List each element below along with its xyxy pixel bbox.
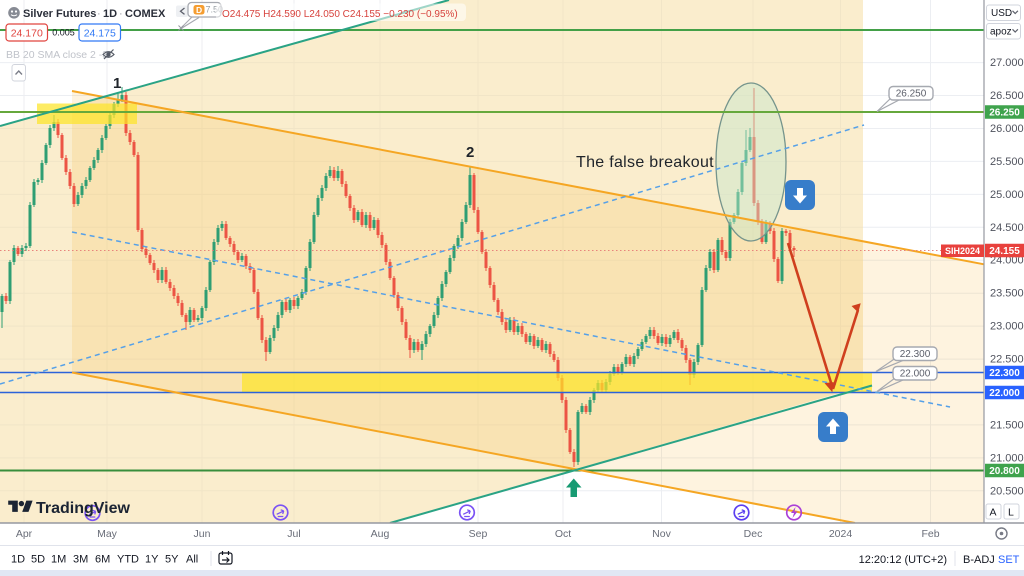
svg-text:TradingView: TradingView [36, 500, 131, 517]
svg-text:1: 1 [113, 75, 121, 92]
svg-text:L: L [1008, 507, 1014, 519]
svg-text:Oct: Oct [555, 528, 571, 540]
svg-text:Jun: Jun [194, 528, 211, 540]
svg-text:21.500: 21.500 [990, 419, 1024, 431]
svg-text:SET: SET [998, 554, 1020, 566]
svg-text:23.000: 23.000 [990, 321, 1024, 333]
svg-text:23.500: 23.500 [990, 288, 1024, 300]
svg-text:May: May [97, 528, 118, 540]
svg-text:SIH2024: SIH2024 [945, 246, 980, 256]
svg-text:BB 20 SMA close 2 -3: BB 20 SMA close 2 -3 [6, 49, 108, 61]
svg-text:·: · [97, 8, 101, 20]
svg-text:22.300: 22.300 [900, 349, 931, 360]
svg-text:The false breakout: The false breakout [576, 154, 714, 171]
svg-text:24.155: 24.155 [989, 246, 1020, 257]
svg-text:6M: 6M [95, 554, 110, 566]
svg-text:22.500: 22.500 [990, 354, 1024, 366]
svg-text:D: D [196, 5, 202, 15]
svg-text:1D: 1D [103, 8, 117, 20]
svg-text:24.500: 24.500 [990, 222, 1024, 234]
svg-text:20.800: 20.800 [989, 466, 1020, 477]
svg-text:A: A [990, 507, 997, 519]
svg-text:Feb: Feb [921, 528, 939, 540]
svg-text:USD: USD [991, 8, 1012, 19]
svg-text:YTD: YTD [117, 554, 139, 566]
svg-text:3M: 3M [73, 554, 88, 566]
svg-text:12:20:12 (UTC+2): 12:20:12 (UTC+2) [859, 554, 947, 566]
svg-text:Aug: Aug [371, 528, 390, 540]
svg-text:26.000: 26.000 [990, 123, 1024, 135]
svg-text:1D: 1D [11, 554, 25, 566]
svg-text:·: · [119, 8, 123, 20]
svg-text:26.250: 26.250 [896, 89, 927, 100]
svg-text:25.000: 25.000 [990, 189, 1024, 201]
svg-text:Dec: Dec [744, 528, 763, 540]
svg-text:2: 2 [466, 144, 474, 161]
svg-text:1Y: 1Y [145, 554, 159, 566]
svg-text:24.000: 24.000 [990, 255, 1024, 267]
svg-text:5Y: 5Y [165, 554, 179, 566]
svg-text:26.500: 26.500 [990, 90, 1024, 102]
svg-text:20.500: 20.500 [990, 485, 1024, 497]
svg-text:24.170: 24.170 [11, 28, 43, 40]
svg-text:apoz: apoz [990, 27, 1012, 38]
svg-text:All: All [186, 554, 198, 566]
svg-text:7.50: 7.50 [206, 5, 224, 15]
svg-text:COMEX: COMEX [125, 8, 166, 20]
svg-text:Apr: Apr [16, 528, 33, 540]
svg-text:5D: 5D [31, 554, 45, 566]
svg-text:B-ADJ: B-ADJ [963, 554, 995, 566]
svg-text:21.000: 21.000 [990, 452, 1024, 464]
svg-text:25.500: 25.500 [990, 156, 1024, 168]
svg-text:0.005: 0.005 [52, 28, 75, 38]
svg-text:1M: 1M [51, 554, 66, 566]
svg-text:27.000: 27.000 [990, 57, 1024, 69]
svg-text:24.175: 24.175 [84, 28, 116, 40]
svg-text:Sep: Sep [469, 528, 488, 540]
svg-text:O24.475 H24.590 L24.050 C24.15: O24.475 H24.590 L24.050 C24.155 −0.230 (… [222, 9, 458, 20]
svg-text:22.300: 22.300 [989, 368, 1020, 379]
svg-text:2024: 2024 [829, 528, 853, 540]
svg-text:22.000: 22.000 [900, 369, 931, 380]
svg-text:Nov: Nov [652, 528, 671, 540]
svg-text:22.000: 22.000 [989, 388, 1020, 399]
svg-text:26.250: 26.250 [989, 108, 1020, 119]
svg-text:Jul: Jul [287, 528, 300, 540]
svg-text:Silver Futures: Silver Futures [23, 8, 96, 20]
